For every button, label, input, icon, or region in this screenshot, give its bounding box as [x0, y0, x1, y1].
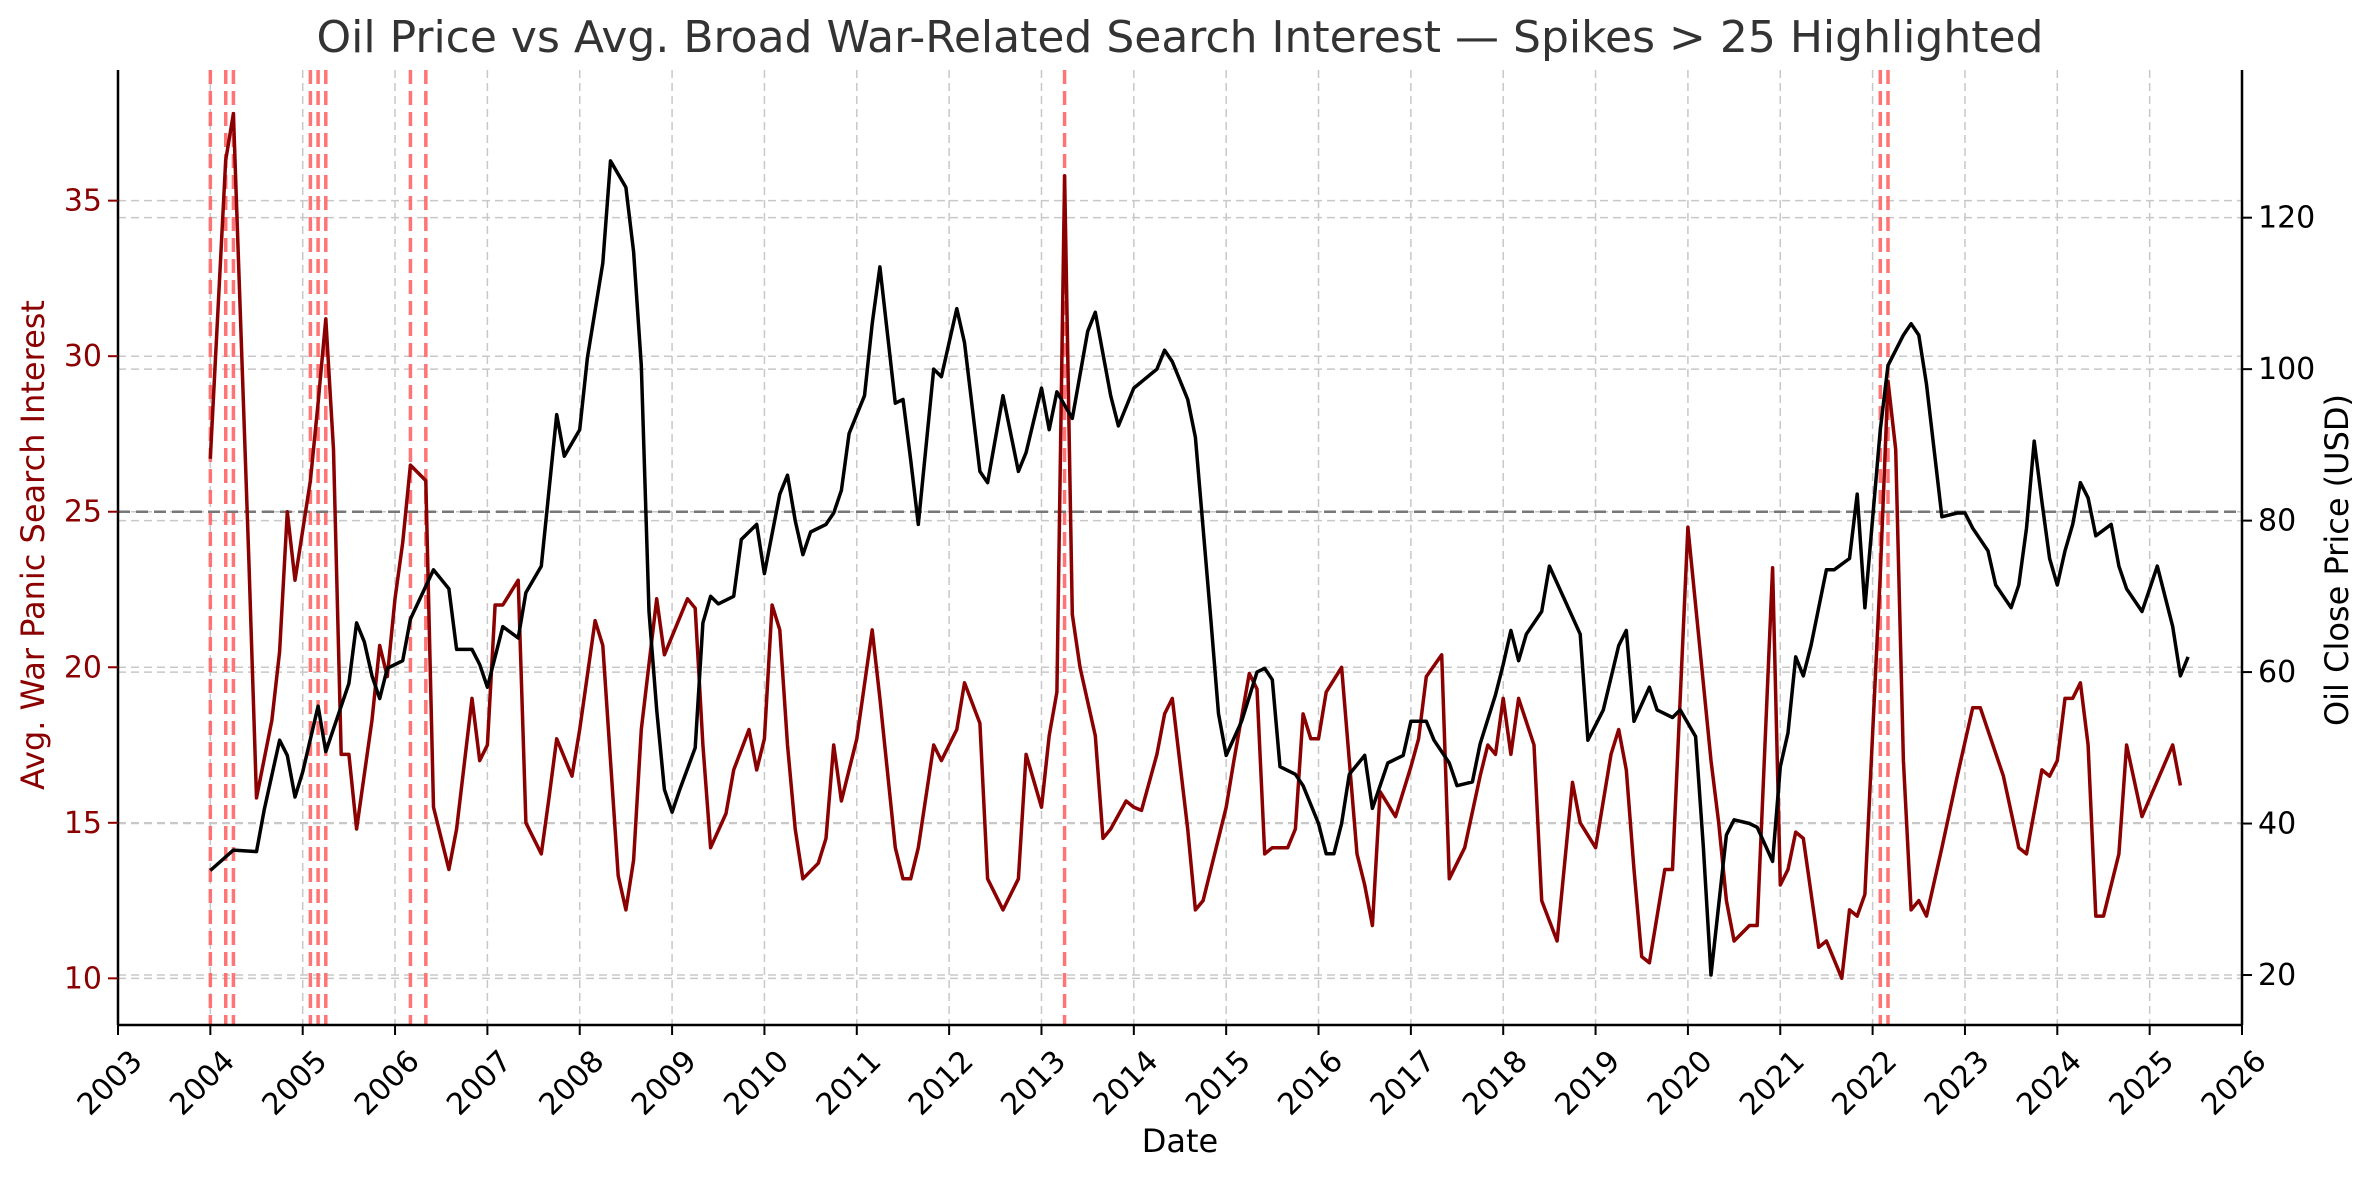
axes — [116, 70, 2244, 1027]
series-lines — [208, 111, 2190, 981]
x-tick-label: 2012 — [902, 1044, 981, 1123]
left-y-tick-label: 25 — [64, 495, 102, 530]
right-y-tick-label: 120 — [2258, 201, 2315, 236]
x-tick-label: 2006 — [348, 1044, 427, 1123]
left-y-tick-label: 10 — [64, 961, 102, 996]
left-y-tick-label: 35 — [64, 184, 102, 219]
right-y-tick-label: 60 — [2258, 655, 2296, 690]
x-axis-title: Date — [1142, 1122, 1218, 1160]
left-y-axis-title: Avg. War Panic Search Interest — [14, 300, 52, 790]
right-y-tick-labels: 20 40 60 80 100 120 — [2242, 201, 2315, 993]
search-interest-line — [208, 111, 2183, 981]
x-tick-label: 2016 — [1271, 1044, 1350, 1123]
x-tick-label: 2022 — [1825, 1044, 1904, 1123]
x-tick-label: 2025 — [2102, 1044, 2181, 1123]
right-y-axis-title: Oil Close Price (USD) — [2318, 394, 2356, 726]
x-tick-label: 2019 — [1548, 1044, 1627, 1123]
x-tick-label: 2004 — [163, 1044, 242, 1123]
x-tick-label: 2021 — [1733, 1044, 1812, 1123]
x-tick-label: 2015 — [1179, 1044, 1258, 1123]
left-y-tick-label: 30 — [64, 339, 102, 374]
left-y-tick-label: 15 — [64, 806, 102, 841]
x-tick-label: 2026 — [2195, 1044, 2274, 1123]
right-y-tick-label: 20 — [2258, 958, 2296, 993]
x-tick-label: 2020 — [1641, 1044, 1720, 1123]
left-y-tick-label: 20 — [64, 650, 102, 685]
x-tick-label: 2023 — [1918, 1044, 1997, 1123]
x-tick-label: 2009 — [625, 1044, 704, 1123]
right-y-tick-label: 80 — [2258, 504, 2296, 539]
x-tick-label: 2005 — [256, 1044, 335, 1123]
x-tick-label: 2008 — [533, 1044, 612, 1123]
x-tick-label: 2017 — [1364, 1044, 1443, 1123]
x-tick-label: 2011 — [810, 1044, 889, 1123]
right-y-tick-label: 100 — [2258, 352, 2315, 387]
x-tick-label: 2003 — [71, 1044, 150, 1123]
x-tick-label: 2013 — [994, 1044, 1073, 1123]
oil-price-line — [209, 159, 2190, 977]
x-tick-label: 2014 — [1087, 1044, 1166, 1123]
right-y-tick-label: 40 — [2258, 807, 2296, 842]
x-tick-label: 2024 — [2010, 1044, 2089, 1123]
x-tick-label: 2010 — [717, 1044, 796, 1123]
x-tick-label: 2007 — [440, 1044, 519, 1123]
x-tick-labels: 2003 2004 2005 2006 2007 2008 2009 2010 2011 2012… — [71, 1025, 2274, 1123]
x-tick-label: 2018 — [1456, 1044, 1535, 1123]
left-y-tick-labels: 10 15 20 25 30 35 — [64, 184, 118, 996]
chart-title: Oil Price vs Avg. Broad War-Related Sear… — [317, 12, 2044, 63]
grid — [117, 70, 2243, 1025]
